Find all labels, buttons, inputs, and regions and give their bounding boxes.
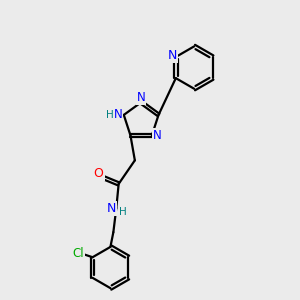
Text: N: N: [106, 202, 116, 214]
Text: N: N: [168, 49, 177, 62]
Text: N: N: [153, 129, 162, 142]
Text: O: O: [94, 167, 103, 180]
Text: Cl: Cl: [72, 247, 84, 260]
Text: N: N: [137, 92, 146, 104]
Text: H: H: [106, 110, 114, 120]
Text: N: N: [113, 108, 122, 122]
Text: H: H: [119, 207, 127, 217]
